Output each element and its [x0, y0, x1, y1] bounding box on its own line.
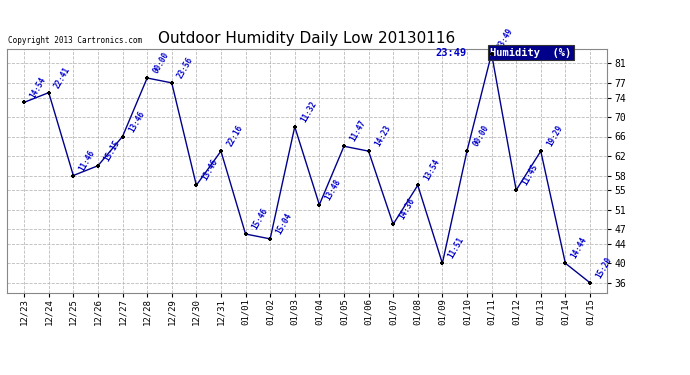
Text: 15:20: 15:20 [594, 255, 613, 280]
Point [560, 260, 571, 266]
Point [388, 221, 399, 227]
Point [92, 163, 104, 169]
Point [363, 148, 374, 154]
Text: 14:36: 14:36 [397, 197, 417, 222]
Text: 23:49: 23:49 [495, 26, 515, 51]
Text: 15:15: 15:15 [102, 138, 121, 163]
Text: 22:41: 22:41 [53, 65, 72, 90]
Point [289, 124, 300, 130]
Text: 13:46: 13:46 [127, 109, 146, 134]
Point [19, 99, 30, 105]
Title: Outdoor Humidity Daily Low 20130116: Outdoor Humidity Daily Low 20130116 [159, 31, 455, 46]
Point [43, 90, 55, 96]
Point [535, 148, 546, 154]
Point [265, 236, 276, 242]
Text: 11:32: 11:32 [299, 99, 318, 124]
Text: 11:51: 11:51 [446, 236, 466, 261]
Text: 23:49: 23:49 [435, 48, 466, 57]
Text: 11:47: 11:47 [348, 119, 368, 144]
Text: 14:23: 14:23 [373, 124, 392, 148]
Text: 13:54: 13:54 [422, 158, 442, 183]
Point [437, 260, 448, 266]
Point [117, 134, 128, 140]
Text: 00:00: 00:00 [471, 124, 491, 148]
Text: 15:04: 15:04 [275, 211, 294, 236]
Point [314, 202, 325, 208]
Point [141, 75, 152, 81]
Point [338, 143, 349, 149]
Point [511, 187, 522, 193]
Point [240, 231, 251, 237]
Text: Humidity  (%): Humidity (%) [490, 48, 571, 58]
Point [486, 51, 497, 57]
Text: Copyright 2013 Cartronics.com: Copyright 2013 Cartronics.com [8, 36, 142, 45]
Point [191, 182, 202, 188]
Text: 14:54: 14:54 [28, 75, 48, 100]
Point [462, 148, 473, 154]
Point [68, 172, 79, 178]
Text: 00:00: 00:00 [151, 51, 170, 75]
Text: 11:45: 11:45 [520, 163, 540, 188]
Text: 13:48: 13:48 [324, 177, 343, 202]
Point [584, 280, 595, 286]
Text: 11:46: 11:46 [77, 148, 97, 173]
Text: 15:46: 15:46 [250, 207, 269, 231]
Text: 19:29: 19:29 [545, 124, 564, 148]
Text: 23:56: 23:56 [176, 56, 195, 80]
Text: 13:46: 13:46 [201, 158, 220, 183]
Text: 22:16: 22:16 [225, 124, 244, 148]
Point [166, 80, 177, 86]
Text: 14:44: 14:44 [569, 236, 589, 261]
Point [215, 148, 226, 154]
Point [412, 182, 423, 188]
